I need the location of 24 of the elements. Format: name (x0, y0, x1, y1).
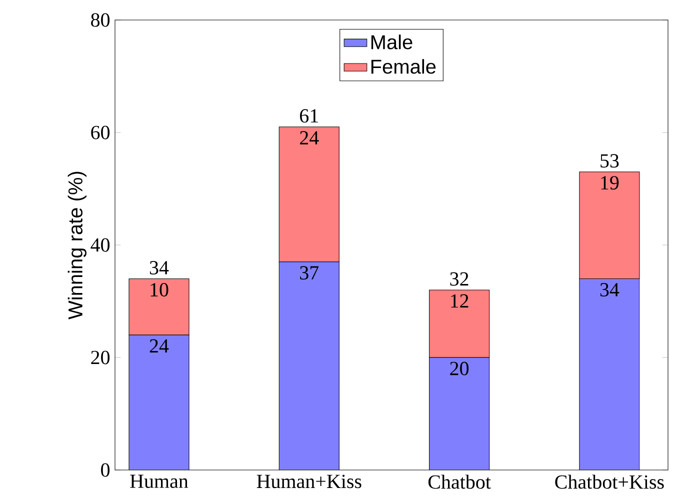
y-axis-title: Winning rate (%) (68, 172, 86, 320)
total-label: 61 (300, 109, 318, 123)
data-label: 34 (600, 283, 620, 296)
y-tick-label: 20 (91, 350, 110, 364)
data-label: 12 (451, 294, 468, 308)
x-tick-label: Chatbot+Kiss (555, 474, 664, 489)
y-tick-label: 40 (90, 238, 110, 252)
legend-label: Female (371, 59, 436, 74)
x-tick-label: Human+Kiss (256, 474, 362, 488)
y-tick-label: 80 (91, 13, 110, 27)
y-tick-label: 60 (91, 126, 110, 140)
y-tick-label: 0 (101, 463, 110, 477)
total-label: 32 (450, 272, 468, 286)
data-label: 24 (300, 131, 319, 144)
x-tick-label: Chatbot (428, 474, 491, 489)
total-label: 53 (600, 154, 619, 168)
x-tick-label: Human (130, 474, 188, 488)
data-label: 19 (601, 176, 619, 190)
data-label: 37 (300, 266, 319, 280)
legend-label: Male (371, 34, 412, 50)
total-label: 34 (150, 261, 169, 274)
data-label: 24 (150, 339, 169, 353)
data-label: 20 (450, 362, 469, 376)
data-label: 10 (150, 283, 168, 297)
